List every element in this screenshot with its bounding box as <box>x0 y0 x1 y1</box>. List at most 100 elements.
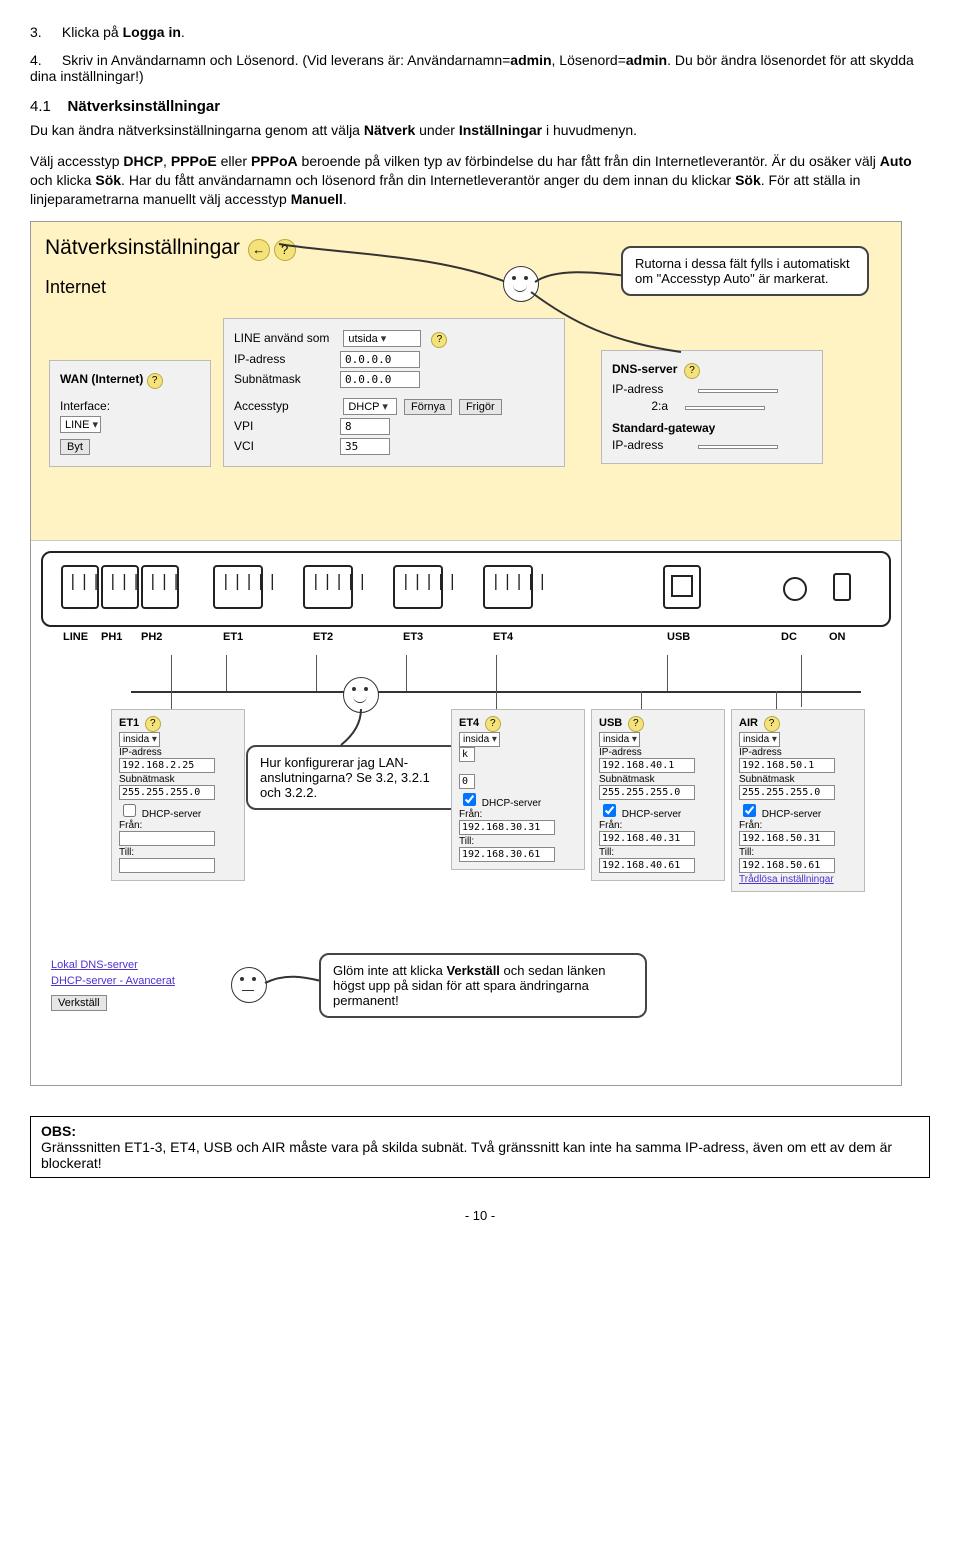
dc-port <box>783 577 807 601</box>
dns2-value[interactable] <box>685 406 765 410</box>
on-switch <box>833 573 851 601</box>
ip-label: IP-adress <box>234 352 340 366</box>
interface-select[interactable]: LINE <box>60 416 101 433</box>
step-3-num: 3. <box>30 24 58 40</box>
help-icon[interactable]: ? <box>147 373 163 389</box>
subnet-value: 0.0.0.0 <box>340 371 420 388</box>
et3-port <box>393 565 443 609</box>
device-rear <box>41 551 891 627</box>
et1-ip-input[interactable]: 192.168.2.25 <box>119 758 215 773</box>
usb-ip-input[interactable]: 192.168.40.1 <box>599 758 695 773</box>
et2-port <box>303 565 353 609</box>
dns-ip-value[interactable] <box>698 389 778 393</box>
et4-from-input[interactable]: 192.168.30.31 <box>459 820 555 835</box>
step-3-bold: Logga in <box>123 24 181 40</box>
section-4-1-head: 4.1 Nätverksinställningar <box>30 98 930 115</box>
gw-title: Standard-gateway <box>612 421 715 435</box>
step-4-num: 4. <box>30 52 58 68</box>
interface-label: Interface: <box>60 399 110 413</box>
gw-ip-value[interactable] <box>698 445 778 449</box>
usb-side-select[interactable]: insida <box>599 732 640 747</box>
settings-top-area: Nätverksinställningar ← ? Internet WAN (… <box>31 222 901 540</box>
air-mask-input[interactable]: 255.255.255.0 <box>739 785 835 800</box>
smiley-icon <box>343 677 379 713</box>
frigor-button[interactable]: Frigör <box>459 399 502 415</box>
help-icon[interactable]: ? <box>431 332 447 348</box>
et4-to-input[interactable]: 192.168.30.61 <box>459 847 555 862</box>
help-icon[interactable]: ? <box>764 716 780 732</box>
page-title: Nätverksinställningar <box>45 236 240 259</box>
obs-box: OBS: Gränssnitten ET1-3, ET4, USB och AI… <box>30 1116 930 1178</box>
air-panel: AIR ? insida IP-adress 192.168.50.1 Subn… <box>731 709 865 892</box>
usb-mask-input[interactable]: 255.255.255.0 <box>599 785 695 800</box>
help-icon[interactable]: ? <box>628 716 644 732</box>
et4-0: 0 <box>459 774 475 789</box>
wireless-settings-link[interactable]: Trådlösa inställningar <box>739 874 834 885</box>
vpi-label: VPI <box>234 419 340 433</box>
hardware-row: LINE PH1 PH2 ET1 ET2 ET3 ET4 USB DC ON <box>31 540 901 655</box>
et1-to-input[interactable] <box>119 858 215 873</box>
et1-dhcp-checkbox[interactable] <box>123 804 136 817</box>
vpi-value[interactable]: 8 <box>340 418 390 435</box>
callout2-tail <box>361 709 401 749</box>
usb-from-input[interactable]: 192.168.40.31 <box>599 831 695 846</box>
obs-body: Gränssnitten ET1-3, ET4, USB och AIR mås… <box>41 1139 919 1171</box>
ph1-port <box>101 565 139 609</box>
byt-button[interactable]: Byt <box>60 439 90 455</box>
callout-auto-text: Rutorna i dessa fält fylls i automatiskt… <box>635 256 850 286</box>
section-para1: Du kan ändra nätverksinställningarna gen… <box>30 121 930 140</box>
step-4-a: Skriv in Användarnamn och Lösenord. (Vid… <box>62 52 510 68</box>
callout1-leader <box>279 244 519 304</box>
accesstype-label: Accesstyp <box>234 399 340 413</box>
air-dhcp-checkbox[interactable] <box>743 804 756 817</box>
help-icon[interactable]: ? <box>485 716 501 732</box>
line-port <box>61 565 99 609</box>
callout-auto: Rutorna i dessa fält fylls i automatiskt… <box>621 246 869 296</box>
step-4-m: , Lösenord= <box>552 52 626 68</box>
et1-side-select[interactable]: insida <box>119 732 160 747</box>
ip-value: 0.0.0.0 <box>340 351 420 368</box>
line-used-select[interactable]: utsida <box>343 330 421 347</box>
help-icon[interactable]: ? <box>145 716 161 732</box>
usb-dhcp-checkbox[interactable] <box>603 804 616 817</box>
hw-labels: LINE PH1 PH2 ET1 ET2 ET3 ET4 USB DC ON <box>41 631 891 649</box>
et4-dhcp-checkbox[interactable] <box>463 793 476 806</box>
dhcp-advanced-link[interactable]: DHCP-server - Avancerat <box>51 975 175 987</box>
face-icon <box>231 967 267 1003</box>
callout3-tail <box>265 973 325 1003</box>
vci-label: VCI <box>234 439 340 453</box>
et1-port <box>213 565 263 609</box>
local-dns-link[interactable]: Lokal DNS-server <box>51 959 138 971</box>
callout1-leader2 <box>531 292 691 372</box>
air-side-select[interactable]: insida <box>739 732 780 747</box>
dns-ip-label: IP-adress <box>612 382 698 396</box>
step-3: 3. Klicka på Logga in. <box>30 24 930 40</box>
ph2-port <box>141 565 179 609</box>
et1-from-input[interactable] <box>119 831 215 846</box>
callout-verkstall: Glöm inte att klicka Verkställ och sedan… <box>319 953 647 1018</box>
gw-ip-label: IP-adress <box>612 438 698 452</box>
step-3-post: . <box>181 24 185 40</box>
air-from-input[interactable]: 192.168.50.31 <box>739 831 835 846</box>
et4-panel: ET4 ? insida k k 0 DHCP-server Från: 192… <box>451 709 585 870</box>
step-3-pre: Klicka på <box>62 24 123 40</box>
et1-mask-input[interactable]: 255.255.255.0 <box>119 785 215 800</box>
footer-links: Lokal DNS-server DHCP-server - Avancerat… <box>51 955 175 1011</box>
air-to-input[interactable]: 192.168.50.61 <box>739 858 835 873</box>
usb-panel: USB ? insida IP-adress 192.168.40.1 Subn… <box>591 709 725 881</box>
obs-head: OBS: <box>41 1123 919 1139</box>
fornya-button[interactable]: Förnya <box>404 399 452 415</box>
usb-to-input[interactable]: 192.168.40.61 <box>599 858 695 873</box>
vci-value[interactable]: 35 <box>340 438 390 455</box>
et4-port <box>483 565 533 609</box>
wan-panel: WAN (Internet) ? Interface: LINE Byt <box>49 360 211 467</box>
subnet-label: Subnätmask <box>234 372 340 386</box>
usb-port <box>663 565 701 609</box>
wan-title: WAN (Internet) <box>60 372 143 386</box>
back-icon[interactable]: ← <box>248 239 270 261</box>
verkstall-button[interactable]: Verkställ <box>51 995 107 1011</box>
air-ip-input[interactable]: 192.168.50.1 <box>739 758 835 773</box>
et4-side-select[interactable]: insida <box>459 732 500 747</box>
dns2-label: 2:a <box>612 399 668 413</box>
accesstype-select[interactable]: DHCP <box>343 398 397 415</box>
